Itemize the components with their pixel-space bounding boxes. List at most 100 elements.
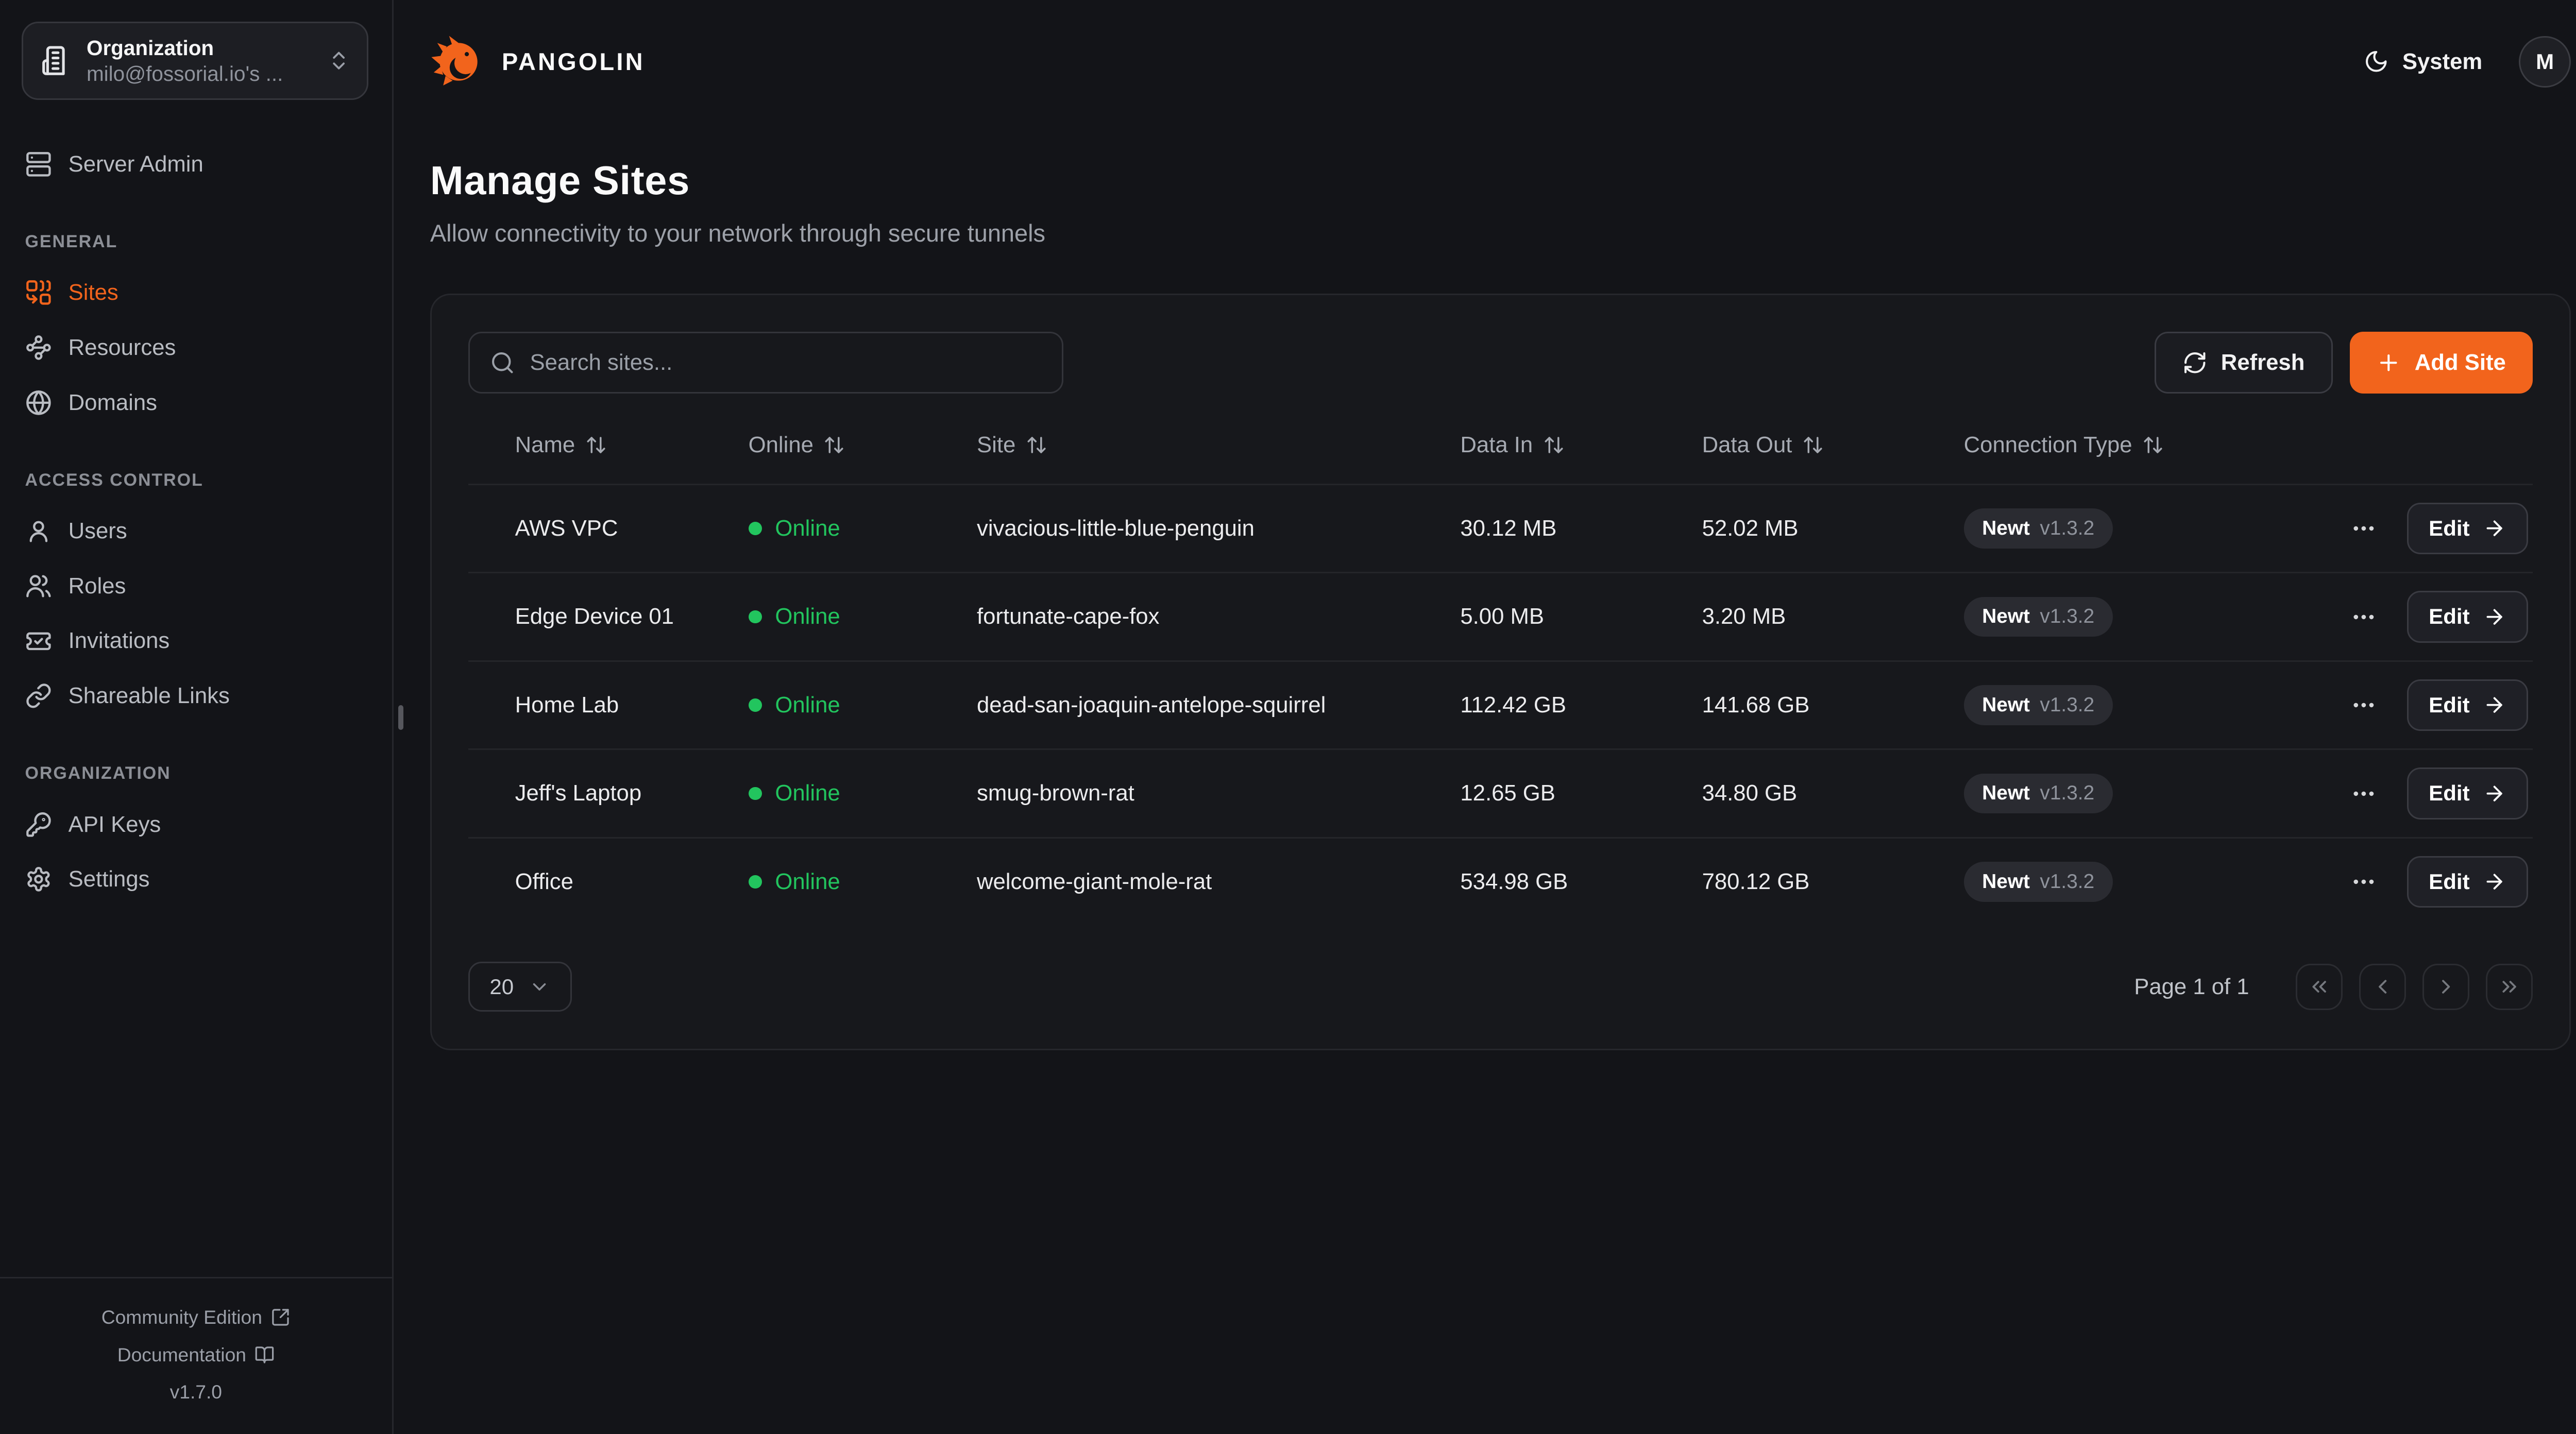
- page-status: Page 1 of 1: [2134, 974, 2249, 999]
- sidebar-item-roles[interactable]: Roles: [0, 558, 392, 613]
- globe-icon: [26, 390, 51, 415]
- first-page-button[interactable]: [2296, 963, 2343, 1011]
- online-status: Online: [748, 604, 977, 629]
- documentation-label: Documentation: [117, 1343, 246, 1365]
- arrow-right-icon: [2487, 874, 2503, 890]
- sidebar-nav: Server Admin GENERAL Sites Resources: [0, 136, 392, 907]
- sidebar-item-resources[interactable]: Resources: [0, 320, 392, 375]
- edit-label: Edit: [2429, 781, 2470, 806]
- chevron-left-icon: [2378, 980, 2386, 994]
- row-actions: Edit: [2347, 502, 2535, 555]
- sidebar-item-shareable-links[interactable]: Shareable Links: [0, 669, 392, 724]
- table-row: Edge Device 01 Online fortunate-cape-fox…: [468, 572, 2533, 660]
- arrow-right-icon: [2487, 697, 2503, 713]
- add-site-button[interactable]: Add Site: [2349, 332, 2533, 394]
- arrow-right-icon: [2487, 609, 2503, 625]
- connection-type-cell: Newt v1.3.2: [1963, 508, 2347, 549]
- row-menu-button[interactable]: [2347, 600, 2381, 634]
- last-page-button[interactable]: [2485, 963, 2533, 1011]
- online-label: Online: [775, 515, 840, 541]
- sidebar-section-general: GENERAL: [25, 231, 118, 251]
- pager: Page 1 of 1: [2134, 963, 2533, 1011]
- page-size-select[interactable]: 20: [468, 962, 572, 1012]
- edit-label: Edit: [2429, 692, 2470, 717]
- column-label: Site: [976, 432, 1016, 458]
- row-actions: Edit: [2347, 591, 2535, 643]
- edit-button[interactable]: Edit: [2407, 856, 2528, 908]
- edit-button[interactable]: Edit: [2407, 767, 2528, 820]
- book-open-icon: [255, 1346, 274, 1363]
- data-in-value: 12.65 GB: [1460, 780, 1555, 806]
- chevrons-right-icon: [2502, 981, 2516, 993]
- connection-type-name: Newt: [1982, 693, 2030, 716]
- data-out-value: 34.80 GB: [1702, 780, 1798, 806]
- row-menu-button[interactable]: [2347, 777, 2381, 810]
- sidebar: Organization milo@fossorial.io's ... Ser…: [0, 0, 394, 1434]
- search-box[interactable]: [468, 332, 1064, 394]
- sidebar-item-settings[interactable]: Settings: [0, 852, 392, 907]
- edit-button[interactable]: Edit: [2407, 679, 2528, 731]
- sidebar-item-invitations[interactable]: Invitations: [0, 613, 392, 669]
- row-menu-button[interactable]: [2347, 689, 2381, 722]
- table-row: Office Online welcome-giant-mole-rat 534…: [468, 836, 2533, 926]
- ellipsis-icon: [2353, 614, 2374, 619]
- column-header-data-in[interactable]: Data In: [1460, 432, 1702, 458]
- edit-button[interactable]: Edit: [2407, 502, 2528, 555]
- chevron-down-icon: [533, 983, 546, 991]
- connection-type-badge: Newt v1.3.2: [1963, 773, 2113, 814]
- sidebar-item-users[interactable]: Users: [0, 504, 392, 559]
- ellipsis-icon: [2353, 791, 2374, 796]
- chevrons-up-down-icon: [333, 52, 345, 70]
- page-title: Manage Sites: [430, 159, 690, 203]
- sidebar-item-label: Sites: [68, 280, 118, 305]
- sidebar-item-label: Roles: [68, 573, 126, 599]
- row-menu-button[interactable]: [2347, 865, 2381, 899]
- online-status: Online: [748, 515, 977, 541]
- connection-type-name: Newt: [1982, 870, 2030, 893]
- edit-button[interactable]: Edit: [2407, 591, 2528, 643]
- row-menu-button[interactable]: [2347, 512, 2381, 545]
- online-dot-icon: [748, 698, 762, 712]
- org-selector[interactable]: Organization milo@fossorial.io's ...: [22, 22, 369, 100]
- org-selector-value: milo@fossorial.io's ...: [86, 62, 283, 86]
- sidebar-resize-handle[interactable]: [398, 705, 404, 730]
- users-icon: [26, 575, 51, 598]
- prev-page-button[interactable]: [2359, 963, 2406, 1011]
- avatar[interactable]: M: [2519, 36, 2571, 88]
- documentation-link[interactable]: Documentation: [16, 1336, 375, 1374]
- sidebar-item-sites[interactable]: Sites: [0, 265, 392, 320]
- site-slug: vivacious-little-blue-penguin: [976, 515, 1255, 541]
- table-header: Name Online Site Data In Data Out: [468, 407, 2533, 484]
- theme-toggle[interactable]: System: [2364, 49, 2482, 75]
- column-label: Data In: [1460, 432, 1533, 458]
- column-header-name[interactable]: Name: [468, 432, 749, 458]
- online-label: Online: [775, 780, 840, 806]
- sort-icon: [825, 437, 843, 454]
- sidebar-footer: Community Edition Documentation v1.7.0: [0, 1277, 392, 1434]
- external-link-icon: [272, 1309, 289, 1326]
- sidebar-item-server-admin[interactable]: Server Admin: [0, 136, 392, 192]
- search-input[interactable]: [530, 350, 1042, 376]
- online-dot-icon: [748, 875, 762, 889]
- sidebar-item-label: Users: [68, 518, 127, 543]
- community-edition-link[interactable]: Community Edition: [16, 1299, 375, 1336]
- connection-type-version: v1.3.2: [2040, 870, 2095, 893]
- column-header-site[interactable]: Site: [977, 432, 1460, 458]
- sites-toolbar: Refresh Add Site: [468, 332, 2533, 394]
- sidebar-item-api-keys[interactable]: API Keys: [0, 797, 392, 852]
- add-site-label: Add Site: [2414, 350, 2506, 375]
- column-label: Online: [748, 432, 814, 458]
- column-header-connection-type[interactable]: Connection Type: [1964, 432, 2347, 458]
- sort-icon: [587, 437, 605, 454]
- column-header-online[interactable]: Online: [749, 432, 977, 458]
- refresh-button[interactable]: Refresh: [2154, 332, 2333, 394]
- row-actions: Edit: [2347, 767, 2535, 820]
- community-edition-label: Community Edition: [101, 1306, 262, 1328]
- app-version: v1.7.0: [170, 1381, 223, 1403]
- column-header-data-out[interactable]: Data Out: [1702, 432, 1964, 458]
- topbar: PANGOLIN System M: [430, 0, 2571, 123]
- sidebar-section-access-control: ACCESS CONTROL: [25, 470, 204, 490]
- ellipsis-icon: [2353, 879, 2374, 884]
- next-page-button[interactable]: [2422, 963, 2469, 1011]
- sidebar-item-domains[interactable]: Domains: [0, 375, 392, 430]
